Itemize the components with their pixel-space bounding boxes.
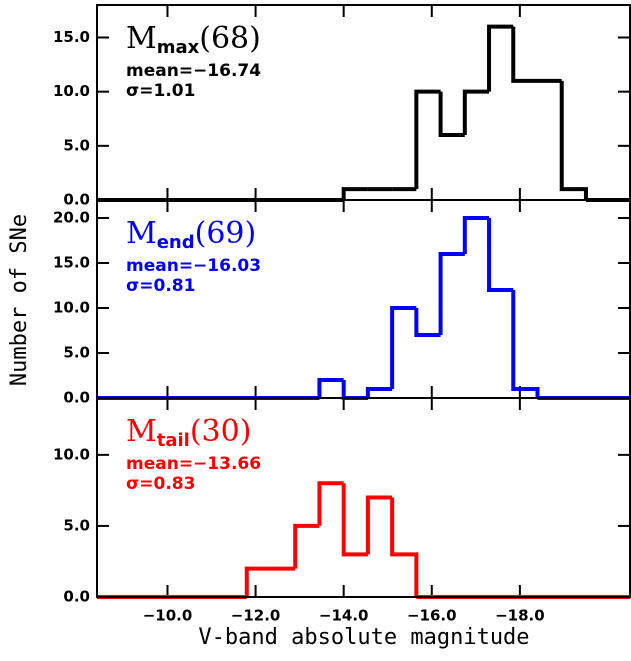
y-tick-label: 10.0 xyxy=(53,82,90,100)
y-tick-label: 15.0 xyxy=(53,28,90,46)
mean-label: mean=−16.03 xyxy=(126,256,261,276)
histogram-bin xyxy=(462,89,490,135)
histogram-bin xyxy=(438,252,465,335)
histogram-bin xyxy=(317,481,344,526)
histogram-bin xyxy=(390,497,419,597)
series-label-count: (69) xyxy=(195,216,257,251)
x-axis-label: V-band absolute magnitude xyxy=(198,625,529,650)
mean-label: mean=−13.66 xyxy=(126,454,261,474)
y-tick-label: 5.0 xyxy=(63,516,90,534)
histogram-bin xyxy=(511,290,540,398)
histogram-bin xyxy=(365,495,393,555)
series-label-main: M xyxy=(126,21,157,56)
y-axis-label: Number of SNe xyxy=(7,214,32,386)
histogram-bin xyxy=(341,483,368,557)
histogram-bin xyxy=(244,566,271,597)
series-label-count: (30) xyxy=(190,414,252,449)
y-tick-label: 5.0 xyxy=(63,136,90,154)
series-label-main: M xyxy=(126,414,157,449)
histogram-bin xyxy=(487,218,514,292)
y-tick-label: 10.0 xyxy=(53,299,90,317)
y-tick-label: 0.0 xyxy=(63,588,90,606)
histogram-bin xyxy=(462,216,490,254)
histogram-bin xyxy=(414,308,441,337)
mean-label: mean=−16.74 xyxy=(126,61,261,81)
series-label-main: M xyxy=(126,216,157,251)
histogram-bin xyxy=(559,80,588,200)
sigma-label: σ=0.83 xyxy=(126,474,195,494)
series-label: Mmax(68) xyxy=(126,21,261,58)
x-tick-label: −10.0 xyxy=(143,607,193,625)
y-tick-label: 0.0 xyxy=(63,389,90,407)
series-label-sub: end xyxy=(157,232,195,253)
series-label-sub: max xyxy=(157,37,200,58)
series-label: Mend(69) xyxy=(126,216,256,253)
histogram-bin xyxy=(293,523,320,569)
histogram-bin xyxy=(317,378,344,398)
histogram-bin xyxy=(438,91,465,137)
y-tick-label: 5.0 xyxy=(63,344,90,362)
panel-frame xyxy=(96,397,631,598)
histogram-bin xyxy=(390,306,417,389)
series-label-count: (68) xyxy=(199,21,261,56)
panel-frame xyxy=(96,4,631,201)
y-tick-label: 0.0 xyxy=(63,191,90,209)
x-tick-label: −16.0 xyxy=(407,607,457,625)
sigma-label: σ=1.01 xyxy=(126,81,195,101)
histogram-bin xyxy=(414,89,441,190)
y-tick-label: 10.0 xyxy=(53,445,90,463)
series-label-sub: tail xyxy=(157,430,190,451)
histogram-bin xyxy=(341,187,368,200)
y-tick-label: 20.0 xyxy=(53,209,90,227)
histogram-bin xyxy=(365,387,393,398)
histogram-bin xyxy=(341,380,368,400)
x-tick-label: −12.0 xyxy=(231,607,281,625)
x-tick-label: −18.0 xyxy=(495,607,545,625)
histogram-bin xyxy=(487,24,514,92)
series-label: Mtail(30) xyxy=(126,414,251,451)
y-tick-label: 15.0 xyxy=(53,254,90,272)
x-tick-label: −14.0 xyxy=(319,607,369,625)
panel-frame xyxy=(96,199,631,399)
histogram-bin xyxy=(511,26,538,83)
sigma-label: σ=0.81 xyxy=(126,276,195,296)
